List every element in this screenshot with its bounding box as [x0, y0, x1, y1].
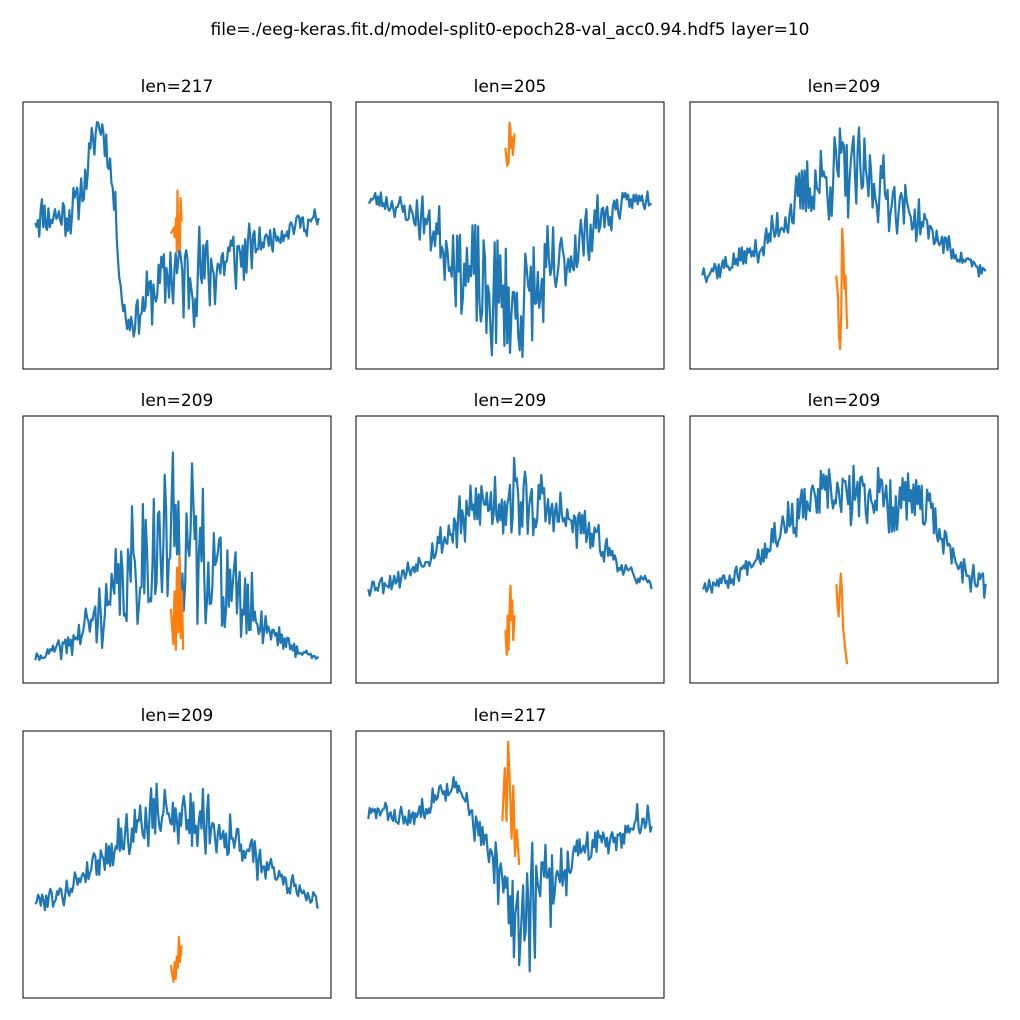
- panel-3: len=209: [689, 77, 999, 370]
- panel-4: len=209: [22, 391, 332, 684]
- segment-line: [504, 121, 516, 167]
- signal-line: [34, 782, 319, 912]
- panel-title: len=205: [474, 77, 547, 97]
- signal-line: [367, 456, 653, 597]
- panel-title: len=209: [808, 77, 881, 97]
- segment-line: [169, 935, 183, 983]
- signal-line: [701, 126, 987, 284]
- panel-7: len=209: [22, 706, 332, 999]
- segment-line: [169, 554, 185, 652]
- panel-1: len=217: [22, 77, 332, 370]
- signal-line: [702, 464, 987, 599]
- panel-5: len=209: [355, 391, 665, 684]
- panel-title: len=209: [141, 391, 214, 411]
- figure-title: file=./eeg-keras.fit.d/model-split0-epoc…: [211, 20, 810, 40]
- panel-title: len=209: [141, 706, 214, 726]
- segment-line: [835, 227, 849, 351]
- plot-area: [689, 101, 999, 370]
- signal-line: [34, 120, 320, 338]
- signal-line: [368, 190, 652, 359]
- segment-line: [501, 740, 521, 866]
- panel-6: len=209: [689, 391, 999, 684]
- panel-8: len=217: [355, 706, 665, 999]
- panel-title: len=209: [808, 391, 881, 411]
- signal-line: [367, 775, 653, 973]
- segment-line: [169, 189, 183, 254]
- segment-line: [835, 572, 849, 665]
- panel-title: len=217: [141, 77, 214, 97]
- panel-title: len=209: [474, 391, 547, 411]
- signal-line: [34, 451, 320, 662]
- panel-2: len=205: [355, 77, 665, 370]
- plot-area: [355, 415, 665, 684]
- segment-line: [504, 584, 516, 656]
- panel-title: len=217: [474, 706, 547, 726]
- plot-area: [22, 730, 332, 999]
